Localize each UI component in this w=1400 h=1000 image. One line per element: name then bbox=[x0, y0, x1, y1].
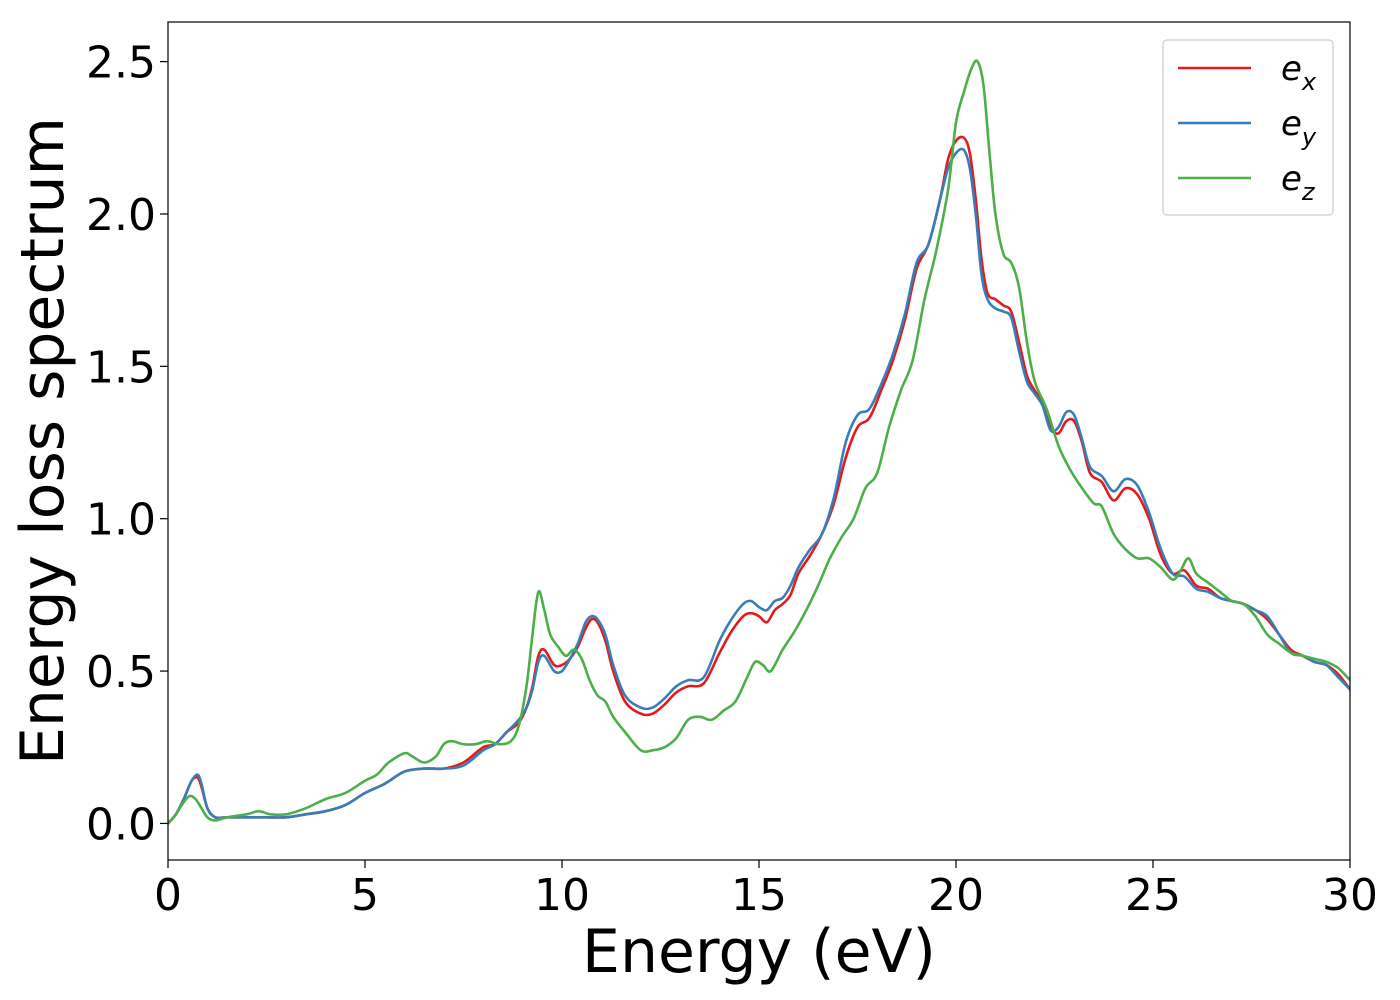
y-tick-label: 0.5 bbox=[86, 647, 156, 698]
x-tick-label: 30 bbox=[1322, 870, 1378, 921]
y-tick-label: 1.5 bbox=[86, 342, 156, 393]
legend-label: ex bbox=[1281, 49, 1317, 96]
x-axis: 0 5 10 15 20 25 30 bbox=[154, 860, 1378, 921]
y-tick-label: 1.0 bbox=[86, 495, 156, 546]
y-tick-label: 2.0 bbox=[86, 190, 156, 241]
x-tick-label: 5 bbox=[351, 870, 379, 921]
legend-entry-x: ex bbox=[1178, 49, 1317, 96]
x-tick-label: 20 bbox=[928, 870, 984, 921]
y-tick-label: 2.5 bbox=[86, 38, 156, 89]
series-group bbox=[168, 59, 1350, 825]
plot-background bbox=[168, 22, 1350, 860]
legend-entry-y: ey bbox=[1178, 104, 1317, 151]
series-line-z bbox=[168, 59, 1350, 825]
x-tick-label: 15 bbox=[731, 870, 787, 921]
legend-label: ey bbox=[1281, 104, 1317, 151]
series-layer bbox=[168, 59, 1350, 825]
y-axis-label: Energy loss spectrum bbox=[8, 117, 78, 765]
x-axis-label: Energy (eV) bbox=[582, 917, 936, 987]
legend: ex ey ez bbox=[1162, 39, 1334, 216]
x-tick-label: 25 bbox=[1125, 870, 1181, 921]
series-line-y bbox=[168, 147, 1350, 825]
x-tick-label: 0 bbox=[154, 870, 182, 921]
y-axis: 0.0 0.5 1.0 1.5 2.0 2.5 bbox=[86, 38, 168, 850]
legend-box bbox=[1162, 39, 1334, 216]
x-tick-label: 10 bbox=[534, 870, 590, 921]
y-tick-label: 0.0 bbox=[86, 799, 156, 850]
legend-label: ez bbox=[1281, 159, 1316, 206]
legend-entry-z: ez bbox=[1178, 159, 1316, 206]
